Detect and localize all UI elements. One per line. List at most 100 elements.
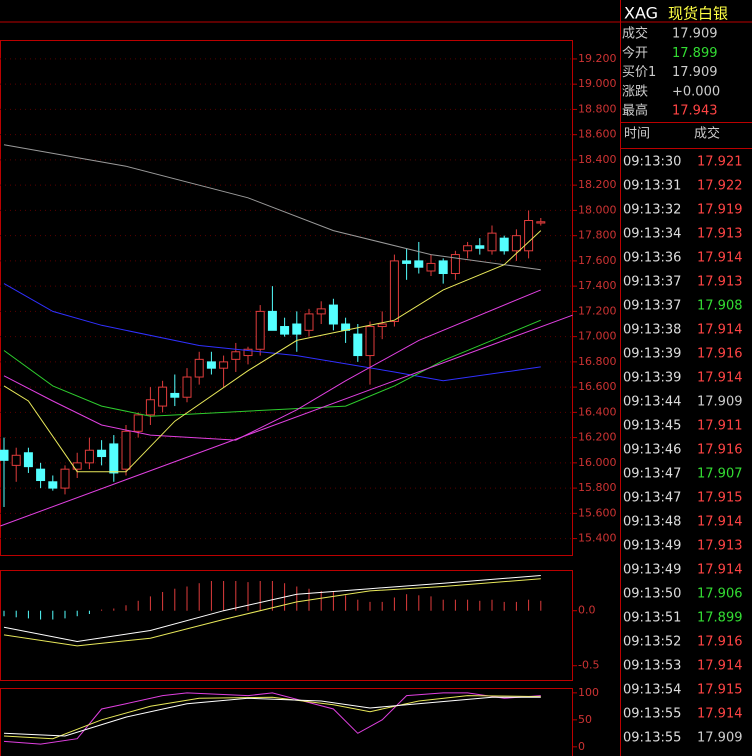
trade-price: 17.914 (697, 563, 743, 578)
trade-price: 17.908 (697, 299, 743, 314)
candle-body (450, 254, 460, 275)
trade-time: 09:13:49 (623, 563, 681, 578)
y-tick-label: 15.800 (578, 481, 617, 494)
candle-body (23, 452, 33, 468)
trade-price: 17.914 (697, 371, 743, 386)
header-price: 成交 (694, 126, 720, 142)
trade-price: 17.913 (697, 275, 743, 290)
trade-time: 09:13:39 (623, 347, 681, 362)
indicator-line (3, 695, 541, 740)
indicator-line (3, 289, 541, 441)
trade-time: 09:13:32 (623, 203, 681, 218)
candle-body (402, 260, 412, 264)
indicator-line (0, 314, 573, 527)
candle-body (499, 237, 509, 252)
trade-time: 09:13:30 (623, 155, 681, 170)
y-tick-label: 15.400 (578, 532, 617, 545)
candle-body (304, 313, 314, 331)
trade-price: 17.913 (697, 539, 743, 554)
info-value: 17.943 (672, 104, 718, 119)
y-tick-label: 16.600 (578, 380, 617, 393)
candle-body (353, 333, 363, 357)
trade-price: 17.922 (697, 179, 743, 194)
trade-price: 17.909 (697, 731, 743, 746)
indicator-line (3, 283, 541, 382)
trade-price: 17.914 (697, 707, 743, 722)
y-tick-label: 16.200 (578, 431, 617, 444)
candle-body (133, 414, 143, 432)
symbol-name: 现货白银 (668, 5, 728, 23)
info-value: 17.899 (672, 46, 718, 61)
trade-price: 17.921 (697, 155, 743, 170)
candle-body (487, 232, 497, 252)
trade-time: 09:13:51 (623, 611, 681, 626)
header-time: 时间 (624, 127, 650, 142)
trade-time: 09:13:31 (623, 179, 681, 194)
candle-body (463, 245, 473, 252)
trade-time: 09:13:36 (623, 251, 681, 266)
candle-body (524, 220, 534, 252)
y-tick-label: 0.0 (578, 604, 596, 617)
trade-time: 09:13:44 (623, 395, 681, 410)
trade-price: 17.909 (697, 395, 743, 410)
trade-time: 09:13:46 (623, 443, 681, 458)
indicator-line (3, 144, 541, 271)
trade-time: 09:13:37 (623, 299, 681, 314)
trade-price: 17.916 (697, 347, 743, 362)
candle-body (11, 454, 21, 466)
y-tick-label: 0 (578, 740, 585, 753)
candle-body (231, 351, 241, 360)
candle-body (36, 468, 46, 482)
trade-price: 17.914 (697, 251, 743, 266)
candle-body (121, 430, 131, 470)
candle-body (243, 348, 253, 357)
candle-body (292, 323, 302, 335)
candle-body (426, 262, 436, 272)
trade-price: 17.911 (697, 419, 743, 434)
y-tick-label: 17.600 (578, 254, 617, 267)
trade-time: 09:13:48 (623, 515, 681, 530)
y-tick-label: 50 (578, 713, 592, 726)
candle-body (109, 443, 119, 474)
trade-time: 09:13:47 (623, 467, 681, 482)
candle-body (377, 323, 387, 328)
indicator-line (3, 575, 541, 643)
trade-time: 09:13:39 (623, 371, 681, 386)
symbol: XAG (624, 4, 658, 23)
main-panel-frame (0, 40, 573, 556)
y-tick-label: 18.600 (578, 128, 617, 141)
trade-price: 17.914 (697, 515, 743, 530)
info-label: 涨跌 (622, 83, 648, 99)
trade-time: 09:13:55 (623, 731, 681, 746)
candle-body (365, 326, 375, 357)
candle-body (182, 376, 192, 398)
y-tick-label: 19.000 (578, 77, 617, 90)
candle-body (194, 358, 204, 378)
candle-body (316, 308, 326, 315)
indicator-line (3, 230, 542, 473)
trade-price: 17.914 (697, 659, 743, 674)
trade-time: 09:13:52 (623, 635, 681, 650)
trade-time: 09:13:54 (623, 683, 681, 698)
y-tick-label: 100 (578, 686, 599, 699)
y-tick-label: 19.200 (578, 52, 617, 65)
y-tick-label: -0.5 (578, 659, 599, 672)
trade-time: 09:13:34 (623, 227, 681, 242)
candle-body (0, 449, 9, 461)
candle-body (170, 392, 180, 398)
candle-body (280, 326, 290, 335)
y-tick-label: 17.000 (578, 330, 617, 343)
trade-price: 17.919 (697, 203, 743, 218)
trade-time: 09:13:55 (623, 707, 681, 722)
candle-body (475, 245, 485, 249)
trade-time: 09:13:38 (623, 323, 681, 338)
trade-time: 09:13:37 (623, 275, 681, 290)
kdj-panel-frame (0, 688, 573, 756)
candle-body (97, 449, 107, 458)
info-value: 17.909 (672, 65, 718, 80)
trade-time: 09:13:50 (623, 587, 681, 602)
candle-body (255, 310, 265, 350)
candle-body (48, 481, 58, 489)
